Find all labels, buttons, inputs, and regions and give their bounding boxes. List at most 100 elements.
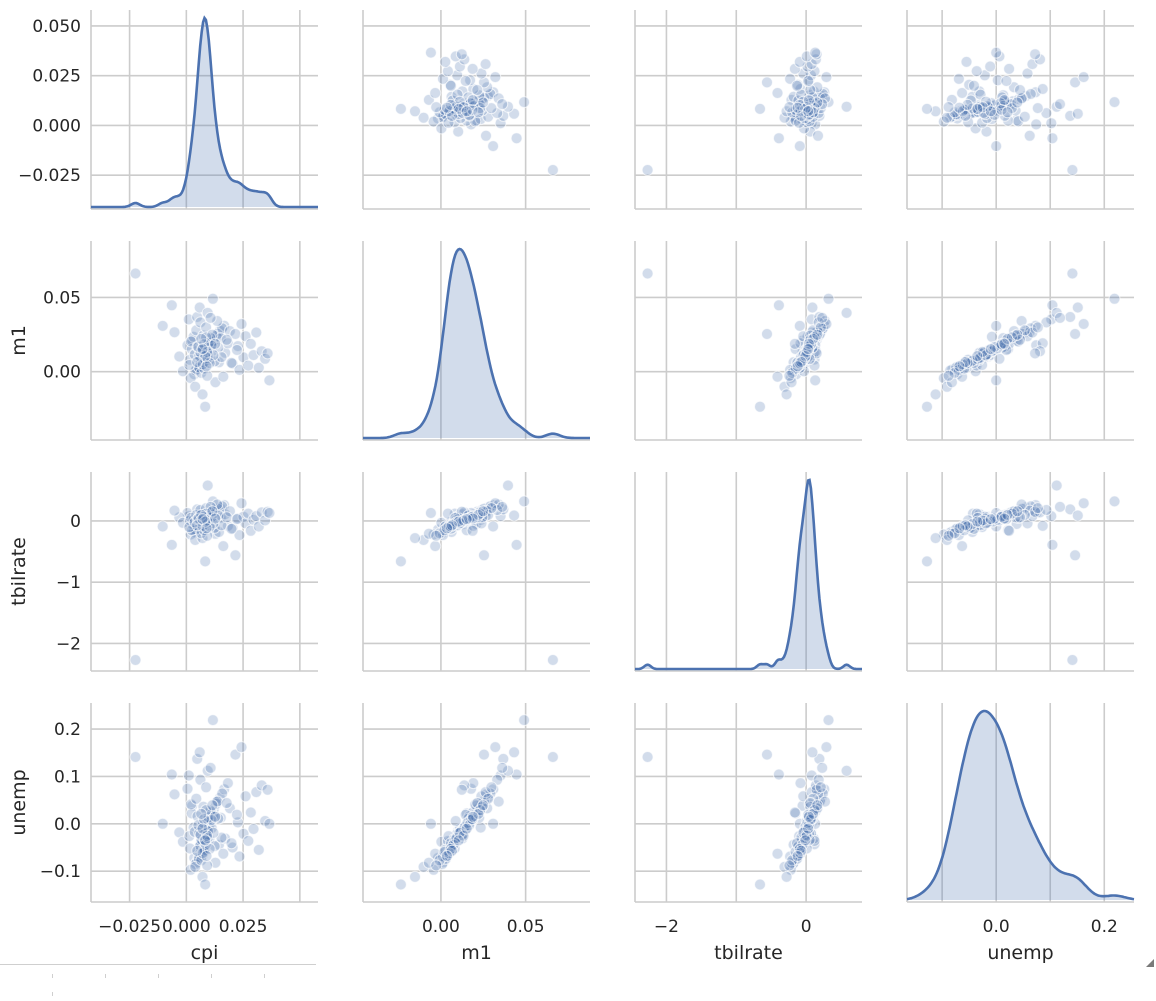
scatter-point [778,380,791,393]
scatter-point [518,96,531,109]
scatter-point [235,318,248,330]
scatter-point [1066,164,1079,176]
scatter-point [641,751,654,763]
scatter-point [455,783,468,796]
scatter-point [990,46,1003,59]
scatter-point [971,350,984,363]
scatter-point [129,654,142,666]
scatter-point [783,859,796,872]
panel-cpi-vs-cpi: −0.025 0.000 0.025 0.050 [18,10,318,210]
scatter-point [812,129,824,142]
x-tick-label: −0.025 [98,917,161,937]
scatter-point [200,360,213,373]
scatter-point [466,62,479,75]
x-tick-label: 0.025 [219,917,268,937]
scatter-point [129,751,142,763]
footer-tab[interactable] [53,974,106,978]
scatter-point [959,109,972,122]
scatter-point [942,101,955,114]
scatter-point [225,356,238,369]
scatter-point [441,850,453,862]
scatter-point [990,374,1003,387]
scatter-point [201,369,214,382]
scatter-point [417,111,430,124]
scatter-point [1011,505,1024,518]
scatter-point [979,95,992,108]
scatter-point [1003,524,1016,537]
scatter-point [204,311,217,324]
scatter-point [441,507,454,520]
x-axis-label: tbilrate [714,942,783,964]
scatter-point [477,505,490,518]
footer-tab[interactable] [0,974,53,978]
scatter-point [196,388,209,401]
scatter-point [168,326,181,339]
scatter-point [231,344,243,356]
scatter-point [1015,315,1028,327]
scatter-point [959,356,972,368]
scatter-point [804,84,817,96]
scatter-point [261,505,274,518]
scatter-point [231,808,243,821]
scatter-point [441,522,453,535]
scatter-point [805,769,818,782]
scatter-point [453,60,466,73]
panel-tbilrate-vs-cpi: −2 −1 0 tbilrate [8,472,318,672]
scatter-point [1003,62,1016,75]
scatter-point [492,92,505,105]
scatter-point [168,504,181,517]
footer-tab[interactable] [106,974,159,978]
scatter-point [221,777,234,790]
scatter-point [231,513,243,526]
resize-grip-icon[interactable] [1146,959,1154,967]
scatter-point [811,799,824,812]
y-tick-label: 0.025 [32,67,81,87]
scatter-point [220,511,233,524]
scatter-point [496,761,509,774]
scatter-point [424,507,437,519]
scatter-point [452,834,465,847]
scatter-point [211,315,224,327]
scatter-point [255,779,268,792]
scatter-point [791,850,804,862]
y-tick-label: 0.000 [32,116,81,136]
scatter-point [993,50,1006,63]
scatter-point [1069,549,1082,562]
scatter-point [785,376,798,389]
scatter-point [496,500,509,513]
scatter-point [457,829,470,842]
footer-tab[interactable] [212,974,265,978]
scatter-point [1066,654,1079,666]
scatter-point [1108,292,1121,305]
scatter-point [478,748,490,761]
scatter-point [200,850,213,862]
scatter-point [820,741,833,754]
scatter-point [494,510,507,523]
footer-tab[interactable] [159,974,212,978]
scatter-point [948,366,961,379]
footer-tab-strip[interactable] [0,964,316,996]
scatter-point [394,555,407,568]
scatter-point [1108,96,1121,109]
scatter-point [960,55,973,68]
kde-line-cpi [91,15,318,209]
scatter-point [809,374,822,387]
panel-m1-vs-unemp [906,241,1134,441]
scatter-point [840,306,853,319]
scatter-point [247,823,260,835]
scatter-point [213,526,225,538]
scatter-point [201,859,214,872]
scatter-point [165,538,178,551]
scatter-point [487,520,500,533]
scatter-point [508,746,521,759]
footer-tab[interactable] [0,992,53,996]
y-tick-label: −2 [56,634,81,654]
scatter-point [811,328,824,341]
scatter-point [1031,102,1044,115]
scatter-point [510,132,523,145]
scatter-point [200,781,213,794]
scatter-point [430,101,443,114]
y-tick-label: −1 [56,573,81,593]
scatter-point [181,782,194,795]
scatter-point [263,817,276,830]
